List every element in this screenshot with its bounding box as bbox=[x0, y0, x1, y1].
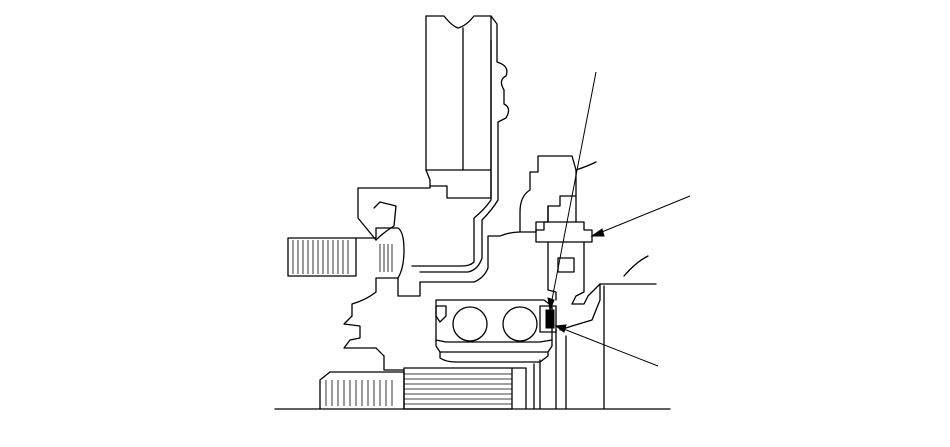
bearing-outer-race bbox=[435, 299, 553, 353]
hub-nut-stem bbox=[547, 195, 577, 223]
hub-spline-hatching bbox=[379, 244, 393, 272]
callout-arrow-snap-ring bbox=[554, 324, 567, 333]
callout-arrow-hub-nut bbox=[590, 228, 605, 237]
bearing-lower-shell bbox=[439, 351, 549, 363]
wheel-hub-flange bbox=[425, 15, 492, 171]
hub-body bbox=[351, 227, 405, 317]
lower-hub-body bbox=[343, 315, 405, 371]
backing-plate bbox=[419, 15, 510, 273]
cv-spline-hatching bbox=[325, 380, 393, 406]
bearing-seal-left bbox=[435, 305, 447, 323]
caliper-curve bbox=[623, 255, 649, 277]
knuckle-housing-outer bbox=[519, 171, 531, 233]
driveshaft-right bbox=[511, 359, 541, 410]
cv-joint-left bbox=[319, 371, 331, 410]
hub-flange-step bbox=[429, 169, 492, 199]
knuckle-arm bbox=[547, 241, 585, 305]
hub-nut bbox=[535, 221, 593, 243]
callout-leader-seal bbox=[549, 71, 597, 311]
callout-leader-snap-ring bbox=[555, 325, 659, 367]
axle-thread-hatching bbox=[292, 240, 349, 274]
bearing-seal-right-frame bbox=[539, 305, 557, 333]
caliper-bracket bbox=[571, 283, 657, 305]
callout-arrow-seal bbox=[547, 297, 555, 312]
hub-upper-curve bbox=[373, 201, 397, 241]
hub-neck bbox=[397, 277, 421, 297]
bearing-inner-race bbox=[435, 339, 553, 343]
wheel-hub-flange-inner bbox=[425, 15, 464, 171]
housing-step bbox=[555, 329, 567, 410]
cv-joint-outer bbox=[329, 371, 405, 410]
bearing-ball-right bbox=[502, 306, 538, 342]
hub-flange-lower bbox=[357, 169, 431, 241]
driveshaft-hatching bbox=[404, 373, 512, 405]
callout-leader-hub-nut bbox=[591, 195, 691, 237]
knuckle-housing bbox=[419, 155, 577, 283]
axle-shaft-thread bbox=[287, 237, 357, 277]
bearing-seal-right bbox=[545, 309, 555, 329]
backing-plate-inner bbox=[411, 39, 492, 267]
knuckle-curve bbox=[575, 161, 597, 171]
bearing-ball-left bbox=[452, 306, 488, 342]
caliper-body bbox=[559, 283, 605, 410]
driveshaft-inner bbox=[403, 367, 513, 410]
knuckle-slot bbox=[557, 257, 575, 273]
